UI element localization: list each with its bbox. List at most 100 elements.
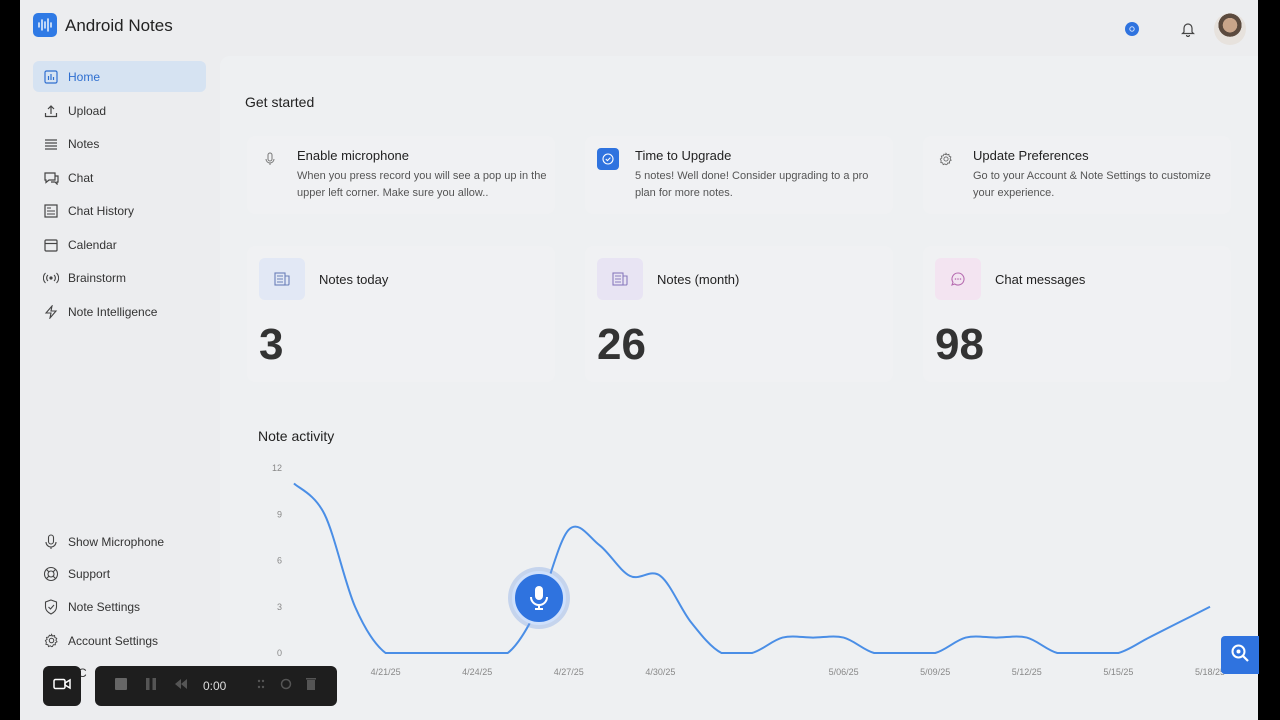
stat-value: 26	[597, 320, 646, 369]
user-avatar[interactable]	[1214, 13, 1246, 45]
restart-button[interactable]	[173, 678, 189, 694]
video-camera-icon	[53, 677, 71, 695]
x-tick-label: 4/30/25	[645, 667, 675, 677]
chart-title: Note activity	[258, 428, 335, 444]
sidebar-item-label: Notes	[68, 136, 100, 151]
recording-timer: 0:00	[203, 679, 227, 693]
sidebar-item-label: Home	[68, 69, 101, 84]
card-title: Update Preferences	[973, 148, 1089, 163]
sidebar-item-notes[interactable]: Notes	[33, 128, 206, 159]
microphone-icon	[43, 533, 59, 550]
bar-chart-icon	[43, 69, 59, 85]
x-tick-label: 5/18/25	[1195, 667, 1225, 677]
zoom-search-button[interactable]	[1221, 636, 1259, 674]
sidebar-item-label: Note Intelligence	[68, 304, 158, 319]
stat-card-chat-messages: Chat messages 98	[923, 246, 1231, 382]
sidebar-item-support[interactable]: Support	[33, 558, 206, 589]
stop-button[interactable]	[113, 678, 129, 694]
sidebar-item-label: Upload	[68, 103, 107, 118]
sidebar-item-label: Brainstorm	[68, 270, 127, 285]
y-tick-label: 3	[277, 602, 282, 612]
x-tick-label: 4/27/25	[554, 667, 584, 677]
series-line	[293, 482, 1211, 655]
annotate-button[interactable]	[253, 678, 269, 694]
get-started-title: Get started	[245, 94, 315, 110]
shield-check-icon	[43, 598, 59, 615]
sidebar: Home Upload Notes Chat Chat History Cale…	[20, 56, 218, 720]
calendar-icon	[43, 237, 59, 253]
card-description: Go to your Account & Note Settings to cu…	[973, 170, 1211, 199]
card-title: Time to Upgrade	[635, 148, 732, 163]
top-header: Android Notes	[20, 0, 1258, 56]
y-tick-label: 6	[277, 556, 282, 566]
sidebar-item-upload[interactable]: Upload	[33, 95, 206, 126]
x-tick-label: 5/12/25	[1012, 667, 1042, 677]
microphone-icon	[512, 571, 566, 625]
x-tick-label: 4/24/25	[462, 667, 492, 677]
y-tick-label: 9	[277, 509, 282, 519]
update-preferences-card[interactable]: Update Preferences Go to your Account & …	[923, 136, 1231, 214]
drag-dots-icon	[256, 677, 266, 695]
sidebar-item-label: Account Settings	[68, 633, 159, 648]
gear-icon	[43, 633, 59, 649]
sidebar-item-note-intelligence[interactable]: Note Intelligence	[33, 296, 206, 327]
magnifier-icon	[1230, 643, 1250, 668]
history-icon	[43, 203, 59, 219]
camera-toggle-button[interactable]	[43, 666, 81, 706]
y-tick-label: 0	[277, 648, 282, 658]
sidebar-item-show-microphone[interactable]: Show Microphone	[33, 526, 206, 557]
stat-value: 98	[935, 320, 984, 369]
sidebar-item-calendar[interactable]: Calendar	[33, 229, 206, 260]
refresh-icon	[280, 677, 292, 695]
bell-icon[interactable]	[1179, 20, 1197, 38]
app-window: Android Notes Home Upload Notes Chat Cha…	[20, 0, 1258, 720]
chat-bubble-icon	[935, 258, 981, 300]
card-description: 5 notes! Well done! Consider upgrading t…	[635, 170, 869, 199]
recorder-toolbar: 0:00	[95, 666, 337, 706]
sidebar-item-account-settings[interactable]: Account Settings	[33, 625, 206, 656]
gear-icon	[935, 148, 957, 170]
stat-label: Notes (month)	[657, 272, 740, 287]
upload-icon	[43, 103, 59, 119]
stop-icon	[115, 677, 127, 695]
note-activity-chart: 12 9 6 3 0 4/21/25 4/24/25 4/27/25 4/30/25 5/06/2…	[272, 463, 1225, 677]
x-tick-label: 5/09/25	[920, 667, 950, 677]
sidebar-item-label: Chat	[68, 170, 94, 185]
document-icon	[259, 258, 305, 300]
time-to-upgrade-card[interactable]: Time to Upgrade 5 notes! Well done! Cons…	[585, 136, 893, 214]
broadcast-icon	[43, 270, 59, 286]
record-microphone-button[interactable]	[508, 567, 570, 629]
bolt-icon	[43, 304, 59, 320]
sidebar-item-note-settings[interactable]: Note Settings	[33, 591, 206, 622]
trash-icon	[305, 677, 317, 695]
sidebar-item-brainstorm[interactable]: Brainstorm	[33, 262, 206, 293]
delete-button[interactable]	[303, 678, 319, 694]
stat-value: 3	[259, 320, 284, 369]
app-title[interactable]: Android Notes	[65, 16, 173, 35]
stat-card-notes-today: Notes today 3	[247, 246, 555, 382]
pause-button[interactable]	[143, 678, 159, 694]
enable-microphone-card[interactable]: Enable microphone When you press record …	[247, 136, 555, 214]
stat-label: Chat messages	[995, 272, 1086, 287]
settings-button[interactable]	[278, 678, 294, 694]
sidebar-item-label: Support	[68, 566, 111, 581]
sidebar-item-chat-history[interactable]: Chat History	[33, 195, 206, 226]
check-circle-icon	[597, 148, 619, 170]
status-dot-icon[interactable]	[1125, 22, 1139, 36]
stat-card-notes-month: Notes (month) 26	[585, 246, 893, 382]
chat-icon	[43, 170, 59, 186]
sidebar-item-label: Show Microphone	[68, 534, 165, 549]
lifebuoy-icon	[43, 566, 59, 582]
sidebar-item-label: Calendar	[68, 237, 117, 252]
x-tick-label: 4/21/25	[371, 667, 401, 677]
card-title: Enable microphone	[297, 148, 410, 163]
main-content: Get started Enable microphone When you p…	[220, 56, 1258, 720]
app-logo-icon[interactable]	[33, 13, 57, 37]
x-tick-label: 5/06/25	[829, 667, 859, 677]
list-icon	[43, 136, 59, 152]
sidebar-item-chat[interactable]: Chat	[33, 162, 206, 193]
card-description: When you press record you will see a pop…	[297, 170, 547, 199]
microphone-icon	[259, 148, 281, 170]
sidebar-item-home[interactable]: Home	[33, 61, 206, 92]
pause-icon	[145, 677, 157, 695]
